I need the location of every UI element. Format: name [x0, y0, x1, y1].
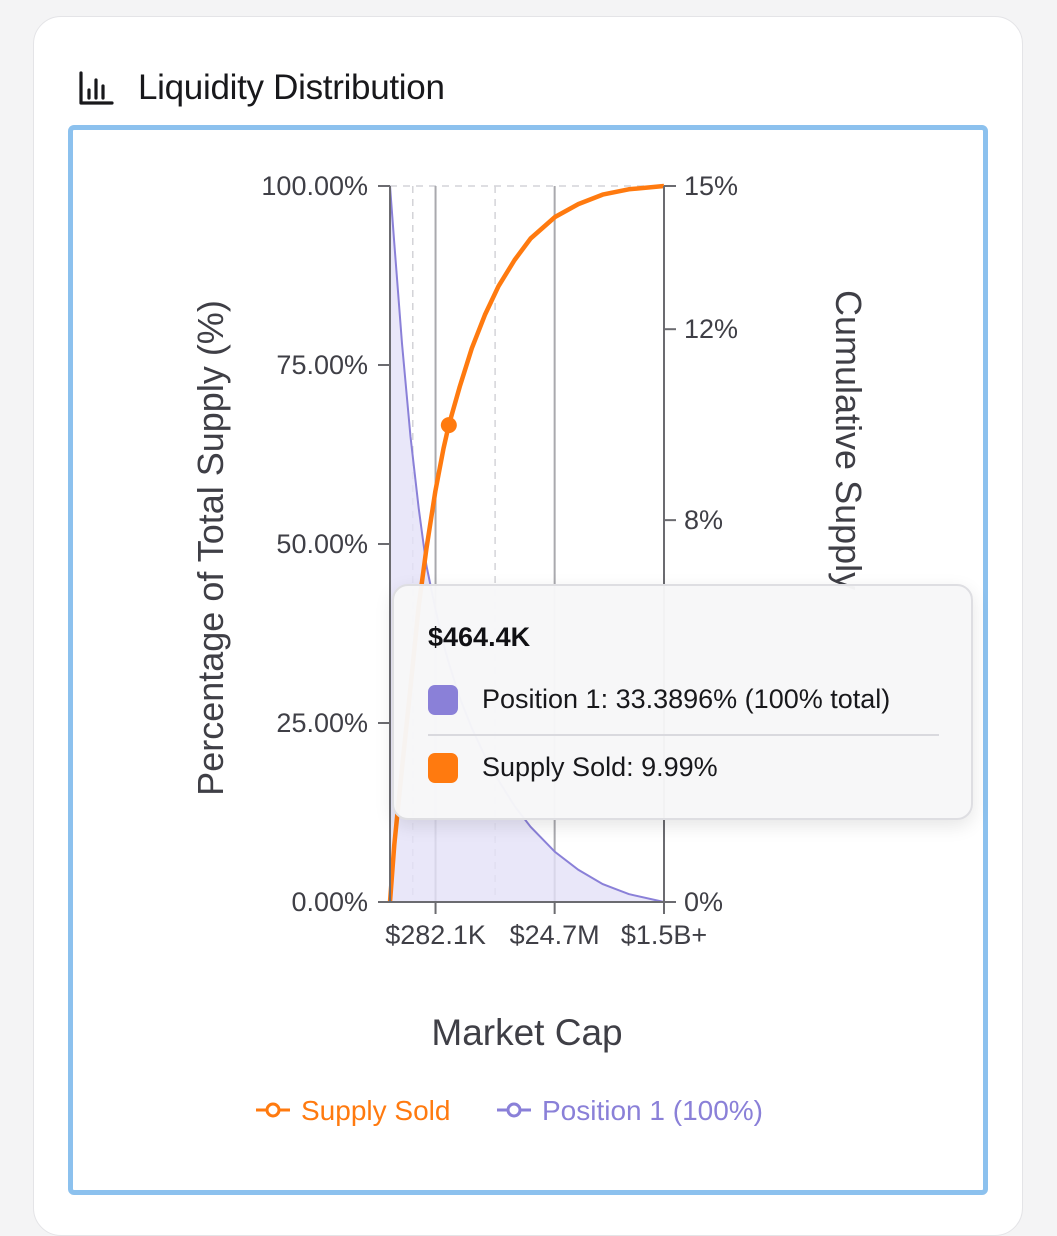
tooltip-supply-label: Supply Sold: 9.99% [482, 752, 718, 782]
legend-marker-icon-1 [506, 1102, 522, 1118]
legend-marker-icon-0 [265, 1102, 281, 1118]
y2-tick-label-1: 8% [684, 505, 723, 535]
legend-label-0: Supply Sold [301, 1095, 450, 1126]
supply-sold-active-point[interactable] [440, 417, 457, 434]
tooltip-divider [428, 734, 939, 736]
legend-item-1[interactable]: Position 1 (100%) [497, 1095, 763, 1126]
y-tick-label-0: 0.00% [291, 887, 368, 917]
legend-label-1: Position 1 (100%) [542, 1095, 763, 1126]
label-layer: 0.00% 25.00% 50.00% 75.00% 100.00% 0% 8% 12% 15%… [190, 171, 869, 1053]
y-tick-label-2: 50.00% [276, 529, 368, 559]
card-header: Liquidity Distribution [78, 66, 445, 110]
y-tick-label-3: 75.00% [276, 350, 368, 380]
chart-tooltip: $464.4K Position 1: 33.3896% (100% total… [392, 584, 973, 820]
tooltip-row-position: Position 1: 33.3896% (100% total) [428, 684, 890, 715]
y-tick-label-4: 100.00% [261, 171, 368, 201]
legend-layer[interactable]: Supply Sold Position 1 (100%) [256, 1095, 763, 1126]
y-tick-label-1: 25.00% [276, 708, 368, 738]
position-swatch [428, 684, 458, 715]
x-tick-label-0: $282.1K [385, 920, 486, 950]
y2-tick-label-2: 12% [684, 314, 738, 344]
card-title: Liquidity Distribution [138, 68, 445, 107]
x-tick-label-1: $24.7M [510, 920, 600, 950]
legend-item-0[interactable]: Supply Sold [256, 1095, 450, 1126]
y-axis-title: Percentage of Total Supply (%) [190, 300, 231, 796]
bar-chart-icon [79, 71, 114, 105]
tooltip-title: $464.4K [428, 622, 531, 652]
tooltip-row-supply: Supply Sold: 9.99% [428, 752, 718, 783]
supply-swatch [428, 752, 458, 783]
y2-tick-label-0: 0% [684, 887, 723, 917]
x-axis-title: Market Cap [431, 1012, 622, 1053]
y2-tick-label-3: 15% [684, 171, 738, 201]
y2-axis-title: Cumulative Supply [828, 290, 869, 590]
x-tick-label-2: $1.5B+ [621, 920, 707, 950]
tooltip-position-label: Position 1: 33.3896% (100% total) [482, 684, 891, 714]
